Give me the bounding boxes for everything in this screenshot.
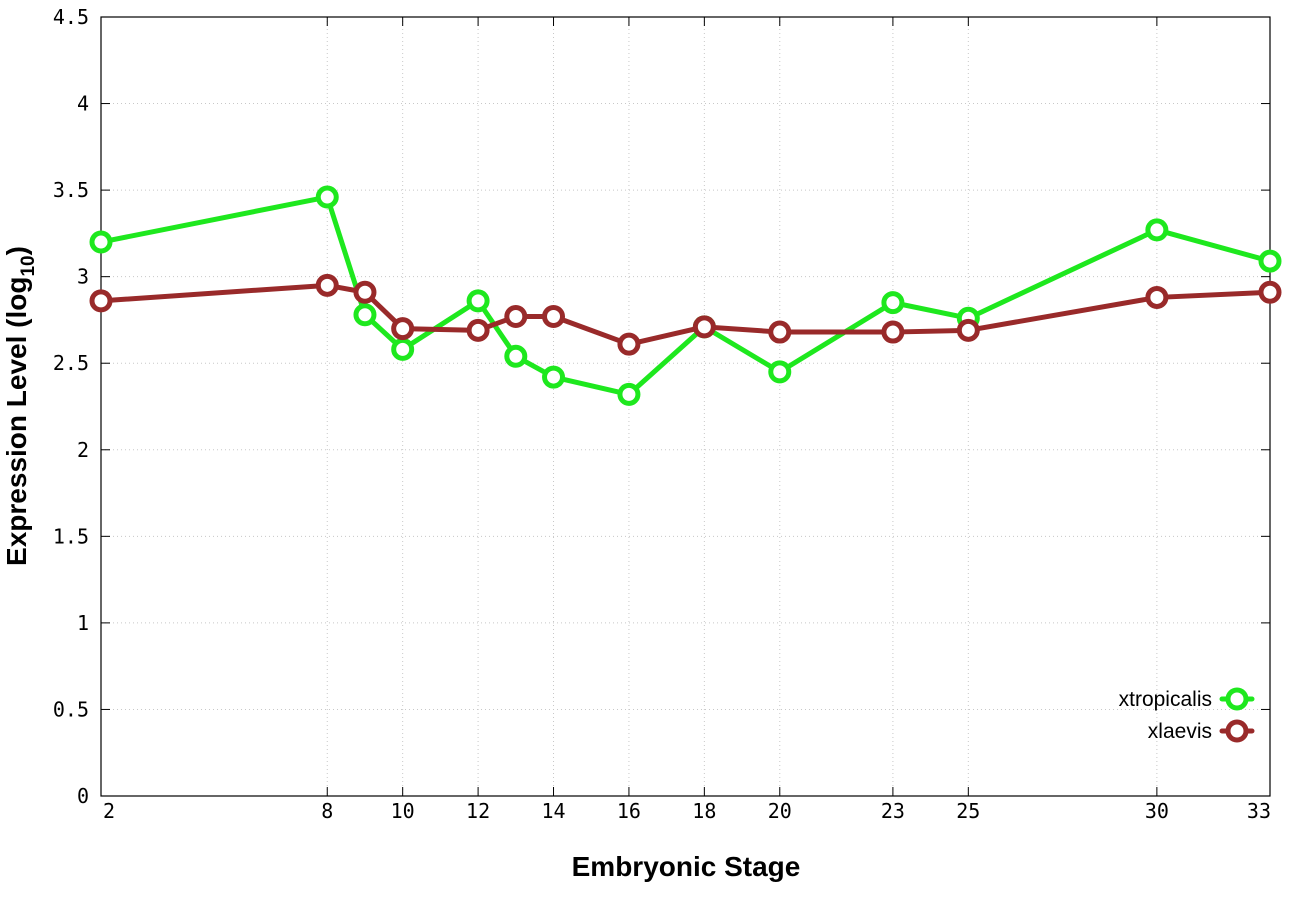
x-tick-label: 12 [466,799,490,823]
y-axis-label-main: Expression Level (log [1,277,32,566]
data-point-xtropicalis [504,344,528,368]
series-line-xtropicalis [98,194,1273,397]
data-point-xlaevis [692,315,716,339]
x-tick-label: 30 [1145,799,1169,823]
y-tick-label: 0 [77,784,89,808]
x-tick-label: 8 [321,799,333,823]
data-point-xlaevis [466,318,490,342]
data-point-xlaevis [391,317,415,341]
y-tick-label: 2 [77,438,89,462]
x-tick-label: 20 [768,799,792,823]
y-tick-label: 1.5 [53,524,89,548]
data-point-xtropicalis [768,360,792,384]
legend-swatch-marker-xtropicalis [1225,687,1249,711]
y-tick-label: 2.5 [53,351,89,375]
data-point-xlaevis [542,304,566,328]
x-tick-label: 10 [391,799,415,823]
y-tick-label: 3.5 [53,178,89,202]
plot-frame [100,16,1271,797]
series-xtropicalis [89,185,1282,406]
data-point-xlaevis [315,273,339,297]
legend: xtropicalis xlaevis [1119,687,1255,743]
x-tick-label: 33 [1247,799,1271,823]
legend-label-xlaevis: xlaevis [1148,720,1212,743]
data-point-xtropicalis [881,291,905,315]
data-point-xtropicalis [466,289,490,313]
x-tick-label: 2 [103,799,115,823]
y-tick-label: 4 [77,92,89,116]
data-point-xtropicalis [89,230,113,254]
series-line-xlaevis [98,282,1273,347]
data-point-xtropicalis [391,337,415,361]
data-point-xlaevis [768,320,792,344]
grid [101,17,1270,796]
data-point-xtropicalis [1145,218,1169,242]
data-point-xtropicalis [617,382,641,406]
x-tick-label: 25 [956,799,980,823]
data-point-xtropicalis [542,365,566,389]
data-point-xlaevis [89,289,113,313]
y-axis-label: Expression Level (log10) [1,246,39,566]
x-tick-label: 16 [617,799,641,823]
data-point-xlaevis [353,280,377,304]
data-point-xtropicalis [1258,249,1282,273]
series-xlaevis [89,273,1282,356]
y-axis-label-subscript: 10 [18,255,39,276]
axis-ticks: 0 0.5 1 1.5 2 2.5 3 3.5 4 4.5 2 8 10 12 14 16 18 20 23 25 30… [53,5,1271,823]
legend-label-xtropicalis: xtropicalis [1119,688,1212,711]
y-axis-label-end: ) [1,246,32,255]
data-point-xlaevis [1145,285,1169,309]
data-point-xlaevis [504,304,528,328]
y-tick-label: 1 [77,611,89,635]
data-point-xtropicalis [353,303,377,327]
data-point-xlaevis [956,318,980,342]
y-tick-label: 0.5 [53,697,89,721]
data-point-xlaevis [881,320,905,344]
data-point-xlaevis [617,332,641,356]
x-tick-label: 18 [692,799,716,823]
legend-swatch-marker-xlaevis [1225,719,1249,743]
series-group [89,185,1282,406]
x-tick-label: 14 [541,799,565,823]
data-point-xtropicalis [315,185,339,209]
y-tick-label: 4.5 [53,5,89,29]
y-tick-label: 3 [77,265,89,289]
x-axis-label: Embryonic Stage [572,851,801,882]
x-tick-label: 23 [881,799,905,823]
data-point-xlaevis [1258,280,1282,304]
